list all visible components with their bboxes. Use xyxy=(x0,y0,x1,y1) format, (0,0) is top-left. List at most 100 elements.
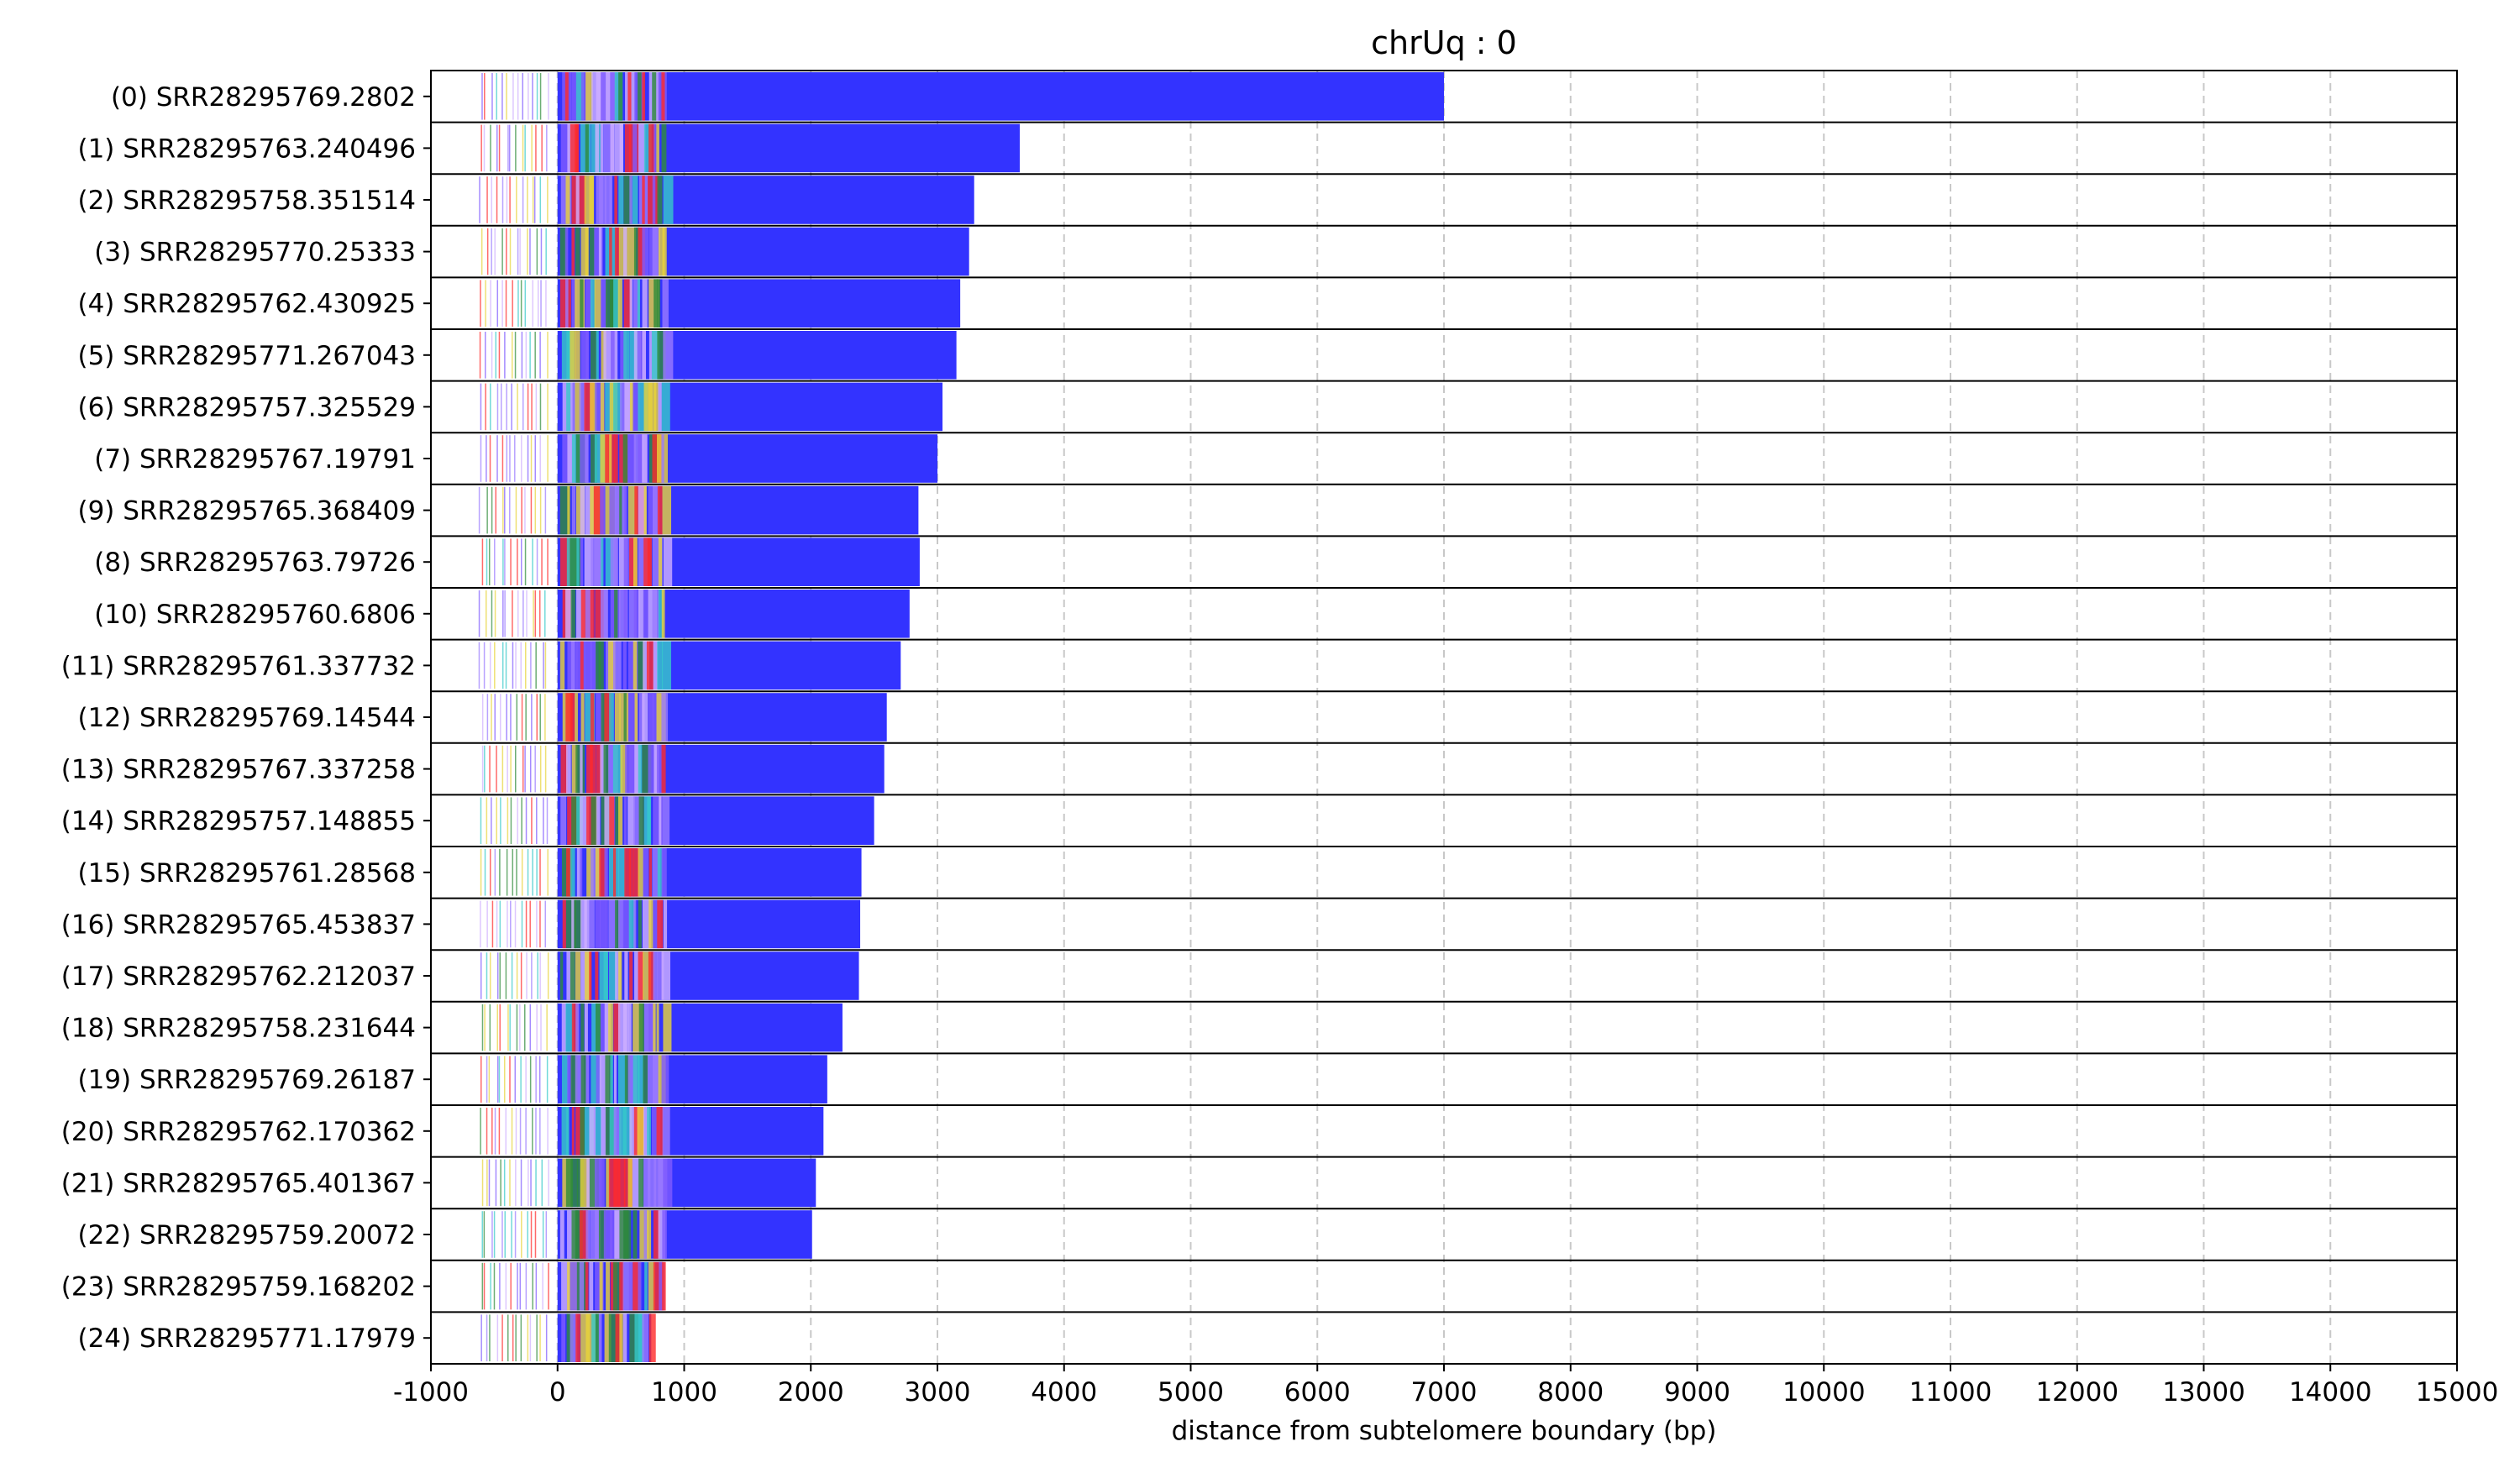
y-tick-labels: (0) SRR28295769.2802 (1) SRR28295763.2404… xyxy=(61,82,431,1354)
kmer-band xyxy=(654,744,659,794)
kmer-band xyxy=(618,176,624,224)
kmer-band xyxy=(585,1210,591,1259)
kmer-band xyxy=(612,641,618,690)
kmer-band xyxy=(662,1107,670,1156)
kmer-band xyxy=(580,434,588,483)
kmer-band xyxy=(659,1261,665,1311)
kmer-band xyxy=(571,1107,575,1156)
kmer-band xyxy=(584,641,592,690)
kmer-band xyxy=(580,485,585,535)
read-label: (21) SRR28295765.401367 xyxy=(61,1168,416,1198)
kmer-band xyxy=(638,590,644,638)
kmer-band xyxy=(571,279,577,328)
kmer-band xyxy=(623,796,627,845)
kmer-band xyxy=(609,693,614,742)
kmer-band xyxy=(580,1055,587,1103)
kmer-band xyxy=(643,590,648,638)
read-label: (14) SRR28295757.148855 xyxy=(61,806,416,836)
kmer-band xyxy=(653,1261,664,1311)
kmer-band xyxy=(663,899,668,949)
kmer-band xyxy=(642,279,648,328)
kmer-band xyxy=(642,744,652,794)
kmer-band xyxy=(599,848,606,897)
kmer-band xyxy=(622,1107,633,1156)
kmer-band xyxy=(637,1107,644,1156)
kmer-band xyxy=(606,1158,611,1208)
kmer-band xyxy=(565,1003,574,1052)
kmer-band xyxy=(585,693,596,742)
kmer-band xyxy=(652,1055,660,1103)
kmer-band xyxy=(590,382,597,432)
kmer-band xyxy=(658,227,665,276)
kmer-band xyxy=(609,1107,617,1156)
kmer-band xyxy=(580,1158,590,1208)
kmer-band xyxy=(613,279,620,328)
kmer-band xyxy=(585,1055,590,1103)
kmer-band xyxy=(594,279,602,328)
kmer-band xyxy=(615,1313,622,1362)
kmer-band xyxy=(654,382,657,432)
kmer-band xyxy=(570,693,575,742)
kmer-band xyxy=(571,796,581,845)
read-label: (4) SRR28295762.430925 xyxy=(77,289,416,319)
kmer-band xyxy=(580,1003,585,1052)
kmer-band xyxy=(658,590,664,638)
x-tick-label: 0 xyxy=(549,1377,566,1407)
kmer-band xyxy=(566,382,571,432)
read-label: (10) SRR28295760.6806 xyxy=(94,600,416,630)
kmer-band xyxy=(595,1261,604,1311)
kmer-band xyxy=(585,434,589,483)
kmer-band xyxy=(643,1210,648,1259)
kmer-band xyxy=(580,176,586,224)
kmer-band xyxy=(575,899,582,949)
kmer-band xyxy=(571,485,576,535)
kmer-band xyxy=(648,123,655,173)
kmer-band xyxy=(638,485,647,535)
x-tick-label: -1000 xyxy=(393,1377,469,1407)
kmer-band xyxy=(618,1055,627,1103)
kmer-band xyxy=(609,434,612,483)
kmer-band xyxy=(643,382,653,432)
kmer-band xyxy=(609,227,612,276)
x-tick-label: 13000 xyxy=(2162,1377,2245,1407)
kmer-band xyxy=(663,176,674,224)
kmer-band xyxy=(657,951,664,1000)
x-axis-label: distance from subtelomere boundary (bp) xyxy=(1172,1416,1717,1446)
kmer-band xyxy=(566,848,572,897)
kmer-band xyxy=(595,382,604,432)
kmer-band xyxy=(613,537,618,586)
kmer-band xyxy=(638,951,644,1000)
kmer-band xyxy=(628,590,637,638)
kmer-band xyxy=(598,1313,602,1362)
kmer-band xyxy=(570,1055,578,1103)
kmer-band xyxy=(648,848,652,897)
x-tick-label: 11000 xyxy=(1909,1377,1992,1407)
kmer-band xyxy=(605,899,608,949)
kmer-band xyxy=(603,744,610,794)
kmer-band xyxy=(613,1003,621,1052)
kmer-band xyxy=(600,744,606,794)
kmer-band xyxy=(656,1107,664,1156)
kmer-band xyxy=(627,485,638,535)
kmer-band xyxy=(628,693,638,742)
kmer-band xyxy=(584,537,594,586)
kmer-band xyxy=(643,848,649,897)
kmer-band xyxy=(564,72,569,121)
kmer-band xyxy=(580,227,589,276)
kmer-band xyxy=(565,1158,574,1208)
kmer-band xyxy=(594,227,603,276)
kmer-band xyxy=(661,693,669,742)
read-label: (13) SRR28295767.337258 xyxy=(61,755,416,785)
kmer-band xyxy=(575,1055,585,1103)
kmer-band xyxy=(652,590,660,638)
kmer-band xyxy=(642,434,648,483)
kmer-band xyxy=(643,485,647,535)
kmer-band xyxy=(561,1261,570,1311)
kmer-band xyxy=(565,899,576,949)
kmer-band xyxy=(575,123,580,173)
reads-layer xyxy=(431,70,2457,1362)
kmer-band xyxy=(580,796,590,845)
kmer-band xyxy=(603,1210,612,1259)
kmer-band xyxy=(575,382,581,432)
kmer-band xyxy=(661,72,665,121)
